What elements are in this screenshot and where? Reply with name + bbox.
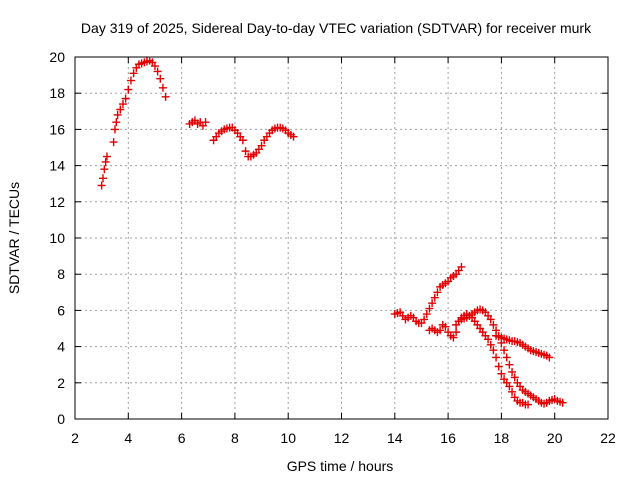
data-point (121, 94, 130, 103)
data-point (505, 382, 514, 391)
y-tick-label: 8 (57, 266, 65, 282)
data-point (508, 387, 517, 396)
data-point (109, 138, 118, 147)
data-point (97, 181, 106, 190)
x-tick-label: 22 (600, 430, 616, 446)
y-tick-label: 0 (57, 411, 65, 427)
data-point (505, 360, 514, 369)
data-point (484, 335, 493, 344)
data-point (558, 398, 567, 407)
data-point (116, 105, 125, 114)
y-tick-label: 4 (57, 339, 65, 355)
x-tick-label: 8 (231, 430, 239, 446)
data-point (100, 165, 109, 174)
data-point (420, 315, 429, 324)
y-tick-label: 16 (49, 121, 65, 137)
y-tick-label: 2 (57, 375, 65, 391)
x-tick-label: 12 (334, 430, 350, 446)
x-tick-label: 18 (494, 430, 510, 446)
x-tick-label: 10 (280, 430, 296, 446)
data-point (289, 132, 298, 141)
data-point (158, 83, 167, 92)
data-point (113, 110, 122, 119)
data-point (129, 69, 138, 78)
data-point (441, 322, 450, 331)
data-point (118, 100, 127, 109)
data-point (126, 76, 135, 85)
data-point (150, 62, 159, 71)
data-point (112, 118, 121, 127)
x-tick-label: 2 (71, 430, 79, 446)
data-point (489, 346, 498, 355)
data-point (161, 92, 170, 101)
data-points (97, 56, 567, 409)
data-point (241, 147, 250, 156)
data-point (486, 340, 495, 349)
series-4 (209, 123, 298, 161)
x-tick-labels: 2 4 6 8 10 12 14 16 18 20 22 (71, 430, 616, 446)
y-tick-label: 6 (57, 302, 65, 318)
x-tick-label: 4 (124, 430, 132, 446)
data-point (500, 346, 509, 355)
chart-title: Day 319 of 2025, Sidereal Day-to-day VTE… (81, 20, 592, 36)
x-axis-label: GPS time / hours (287, 458, 394, 474)
data-point (428, 299, 437, 308)
data-point (156, 74, 165, 83)
data-point (497, 369, 506, 378)
data-point (101, 157, 110, 166)
data-point (510, 373, 519, 382)
data-point (422, 310, 431, 319)
data-point (492, 353, 501, 362)
data-point (452, 328, 461, 337)
y-axis-label: SDTVAR / TECUs (6, 182, 22, 294)
data-point (430, 293, 439, 302)
data-point (124, 85, 133, 94)
grid (75, 57, 608, 419)
data-point (153, 67, 162, 76)
x-tick-label: 6 (178, 430, 186, 446)
data-point (98, 174, 107, 183)
series-2 (109, 56, 170, 147)
y-tick-label: 10 (49, 230, 65, 246)
data-point (524, 400, 533, 409)
data-point (257, 141, 266, 150)
series-5 (390, 262, 466, 328)
series-8 (492, 331, 554, 362)
data-point (486, 315, 495, 324)
data-point (494, 362, 503, 371)
data-point (238, 136, 247, 145)
axis-ticks (74, 56, 609, 420)
x-tick-label: 16 (440, 430, 456, 446)
data-point (545, 353, 554, 362)
y-tick-label: 12 (49, 194, 65, 210)
series-3 (185, 116, 210, 130)
data-point (201, 118, 210, 127)
series-6 (425, 310, 533, 409)
data-point (489, 320, 498, 329)
data-point (449, 333, 458, 342)
data-point (508, 367, 517, 376)
y-tick-label: 14 (49, 158, 65, 174)
data-point (457, 262, 466, 271)
data-point (502, 353, 511, 362)
y-tick-labels: 0 2 4 6 8 10 12 14 16 18 20 (49, 49, 65, 427)
x-tick-label: 14 (387, 430, 403, 446)
data-point (110, 125, 119, 134)
series-1 (97, 152, 111, 190)
data-point (433, 288, 442, 297)
data-point (102, 152, 111, 161)
y-tick-label: 20 (49, 49, 65, 65)
x-tick-label: 20 (547, 430, 563, 446)
data-point (436, 326, 445, 335)
data-point (425, 304, 434, 313)
y-tick-label: 18 (49, 85, 65, 101)
